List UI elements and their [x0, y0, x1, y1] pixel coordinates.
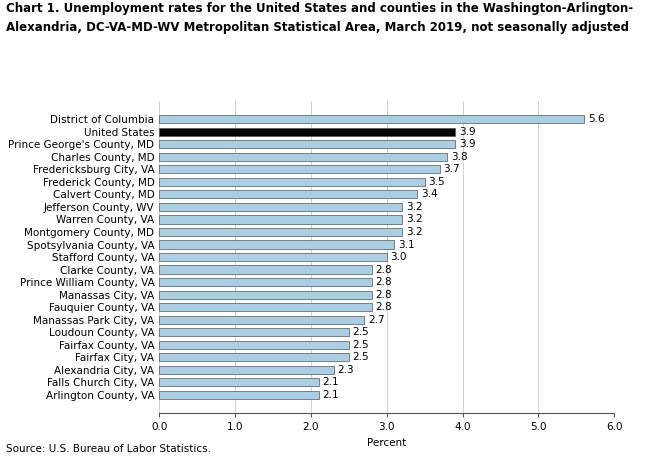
Bar — [159, 128, 455, 136]
Text: 2.5: 2.5 — [352, 327, 369, 337]
Text: 3.8: 3.8 — [451, 152, 468, 162]
Bar — [159, 353, 349, 361]
Text: 5.6: 5.6 — [588, 114, 604, 124]
Bar — [159, 316, 364, 324]
Bar — [159, 215, 402, 224]
Text: 3.2: 3.2 — [406, 227, 423, 237]
Text: 3.4: 3.4 — [421, 190, 437, 199]
Bar — [159, 190, 417, 198]
Text: Alexandria, DC-VA-MD-WV Metropolitan Statistical Area, March 2019, not seasonall: Alexandria, DC-VA-MD-WV Metropolitan Sta… — [6, 21, 629, 34]
Text: 3.0: 3.0 — [391, 252, 407, 262]
Text: 3.7: 3.7 — [443, 164, 460, 174]
Text: 3.1: 3.1 — [398, 240, 415, 250]
Bar — [159, 228, 402, 236]
Bar — [159, 253, 387, 261]
Bar — [159, 291, 372, 299]
Bar — [159, 153, 447, 161]
Text: 2.1: 2.1 — [322, 377, 339, 387]
Text: 2.7: 2.7 — [368, 315, 384, 325]
Bar — [159, 241, 395, 249]
Bar — [159, 366, 333, 374]
Text: Source: U.S. Bureau of Labor Statistics.: Source: U.S. Bureau of Labor Statistics. — [6, 444, 211, 454]
Text: 2.3: 2.3 — [337, 365, 354, 375]
Bar — [159, 303, 372, 311]
Text: 2.1: 2.1 — [322, 390, 339, 400]
Text: 2.8: 2.8 — [376, 290, 392, 300]
Bar — [159, 115, 584, 123]
Text: 2.8: 2.8 — [376, 264, 392, 274]
Bar — [159, 140, 455, 148]
Bar — [159, 378, 318, 386]
Text: 2.5: 2.5 — [352, 352, 369, 362]
X-axis label: Percent: Percent — [367, 438, 406, 448]
Bar — [159, 391, 318, 399]
Text: 2.8: 2.8 — [376, 277, 392, 287]
Bar — [159, 341, 349, 349]
Text: 3.9: 3.9 — [459, 127, 475, 137]
Text: 3.2: 3.2 — [406, 214, 423, 224]
Bar — [159, 203, 402, 211]
Bar — [159, 178, 424, 186]
Text: 3.9: 3.9 — [459, 139, 475, 149]
Text: 2.5: 2.5 — [352, 340, 369, 350]
Text: Chart 1. Unemployment rates for the United States and counties in the Washington: Chart 1. Unemployment rates for the Unit… — [6, 2, 634, 15]
Text: 3.2: 3.2 — [406, 202, 423, 212]
Text: 2.8: 2.8 — [376, 302, 392, 312]
Bar — [159, 278, 372, 286]
Text: 3.5: 3.5 — [428, 177, 445, 187]
Bar — [159, 265, 372, 274]
Bar — [159, 328, 349, 336]
Bar — [159, 165, 440, 174]
